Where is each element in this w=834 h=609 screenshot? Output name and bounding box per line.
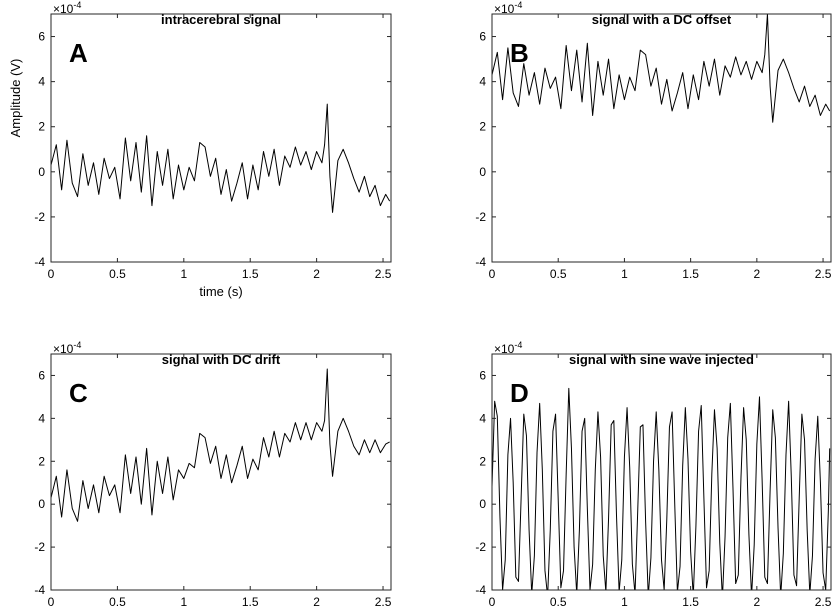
x-tick-label-c-0: 0 [48, 595, 55, 609]
signal-line-c [51, 368, 390, 522]
y-scale-base-b: ×10 [494, 2, 515, 16]
x-tick-label-b-5: 2.5 [815, 267, 832, 281]
panel-title-c: signal with DC drift [162, 352, 281, 367]
x-tick-label-a-3: 1.5 [242, 267, 259, 281]
y-tick-label-c-5: 6 [38, 368, 45, 382]
panel-title-d: signal with sine wave injected [569, 352, 754, 367]
axes-box-a [50, 13, 392, 263]
y-tick-label-d-4: 4 [479, 411, 486, 425]
y-tick-label-a-1: -2 [34, 210, 45, 224]
x-tick-label-d-0: 0 [489, 595, 496, 609]
y-tick-label-c-4: 4 [38, 411, 45, 425]
panel-letter-c: C [69, 378, 88, 408]
y-tick-label-b-0: -4 [475, 255, 486, 269]
y-tick-label-b-1: -2 [475, 210, 486, 224]
y-tick-label-a-0: -4 [34, 255, 45, 269]
y-scale-base-d: ×10 [494, 342, 515, 356]
x-tick-label-c-3: 1.5 [242, 595, 259, 609]
y-scale-base-c: ×10 [53, 342, 74, 356]
y-tick-label-c-3: 2 [38, 454, 45, 468]
panel-title-a: intracerebral signal [161, 12, 281, 27]
y-tick-label-b-4: 4 [479, 75, 486, 89]
y-scale-exponent-b: -4 [514, 0, 522, 10]
x-tick-label-a-5: 2.5 [375, 267, 392, 281]
x-tick-label-a-1: 0.5 [109, 267, 126, 281]
panel-letter-a: A [69, 38, 88, 68]
y-tick-label-a-5: 6 [38, 30, 45, 44]
x-tick-label-c-1: 0.5 [109, 595, 126, 609]
panel-title-b: signal with a DC offset [592, 12, 732, 27]
y-tick-label-c-1: -2 [34, 540, 45, 554]
y-tick-label-b-2: 0 [479, 165, 486, 179]
y-tick-label-d-1: -2 [475, 540, 486, 554]
x-tick-label-b-0: 0 [489, 267, 496, 281]
x-tick-label-c-4: 2 [313, 595, 320, 609]
x-tick-label-d-5: 2.5 [815, 595, 832, 609]
y-tick-label-d-5: 6 [479, 368, 486, 382]
y-tick-label-a-2: 0 [38, 165, 45, 179]
y-scale-base-a: ×10 [53, 2, 74, 16]
y-tick-label-d-0: -4 [475, 583, 486, 597]
x-tick-label-c-2: 1 [180, 595, 187, 609]
y-scale-factor-c: ×10-4 [53, 340, 81, 356]
axes-box-d [491, 353, 832, 591]
axes-box-c [50, 353, 392, 591]
y-scale-factor-a: ×10-4 [53, 0, 81, 16]
x-tick-label-b-2: 1 [621, 267, 628, 281]
signal-line-a [51, 103, 391, 213]
x-tick-label-d-2: 1 [621, 595, 628, 609]
y-scale-exponent-c: -4 [73, 340, 81, 350]
y-tick-label-a-3: 2 [38, 120, 45, 134]
x-tick-label-b-1: 0.5 [550, 267, 567, 281]
x-tick-label-a-4: 2 [313, 267, 320, 281]
signal-line-b [492, 14, 831, 123]
y-tick-label-a-4: 4 [38, 75, 45, 89]
y-tick-label-d-2: 0 [479, 497, 486, 511]
y-scale-exponent-a: -4 [73, 0, 81, 10]
panel-letter-d: D [510, 378, 529, 408]
y-tick-label-d-3: 2 [479, 454, 486, 468]
x-tick-label-c-5: 2.5 [375, 595, 392, 609]
y-scale-factor-d: ×10-4 [494, 340, 522, 356]
signal-line-d [492, 387, 831, 590]
x-tick-label-a-2: 1 [180, 267, 187, 281]
x-tick-label-d-4: 2 [754, 595, 761, 609]
y-tick-label-b-5: 6 [479, 30, 486, 44]
y-tick-label-c-2: 0 [38, 497, 45, 511]
x-axis-label-a: time (s) [199, 284, 242, 299]
y-scale-exponent-d: -4 [514, 340, 522, 350]
panel-letter-b: B [510, 38, 529, 68]
x-tick-label-d-3: 1.5 [682, 595, 699, 609]
x-tick-label-b-3: 1.5 [682, 267, 699, 281]
x-tick-label-b-4: 2 [754, 267, 761, 281]
y-axis-label-a: Amplitude (V) [8, 59, 23, 138]
axes-box-b [491, 13, 832, 263]
y-tick-label-b-3: 2 [479, 120, 486, 134]
x-tick-label-d-1: 0.5 [550, 595, 567, 609]
x-tick-label-a-0: 0 [48, 267, 55, 281]
y-scale-factor-b: ×10-4 [494, 0, 522, 16]
y-tick-label-c-0: -4 [34, 583, 45, 597]
